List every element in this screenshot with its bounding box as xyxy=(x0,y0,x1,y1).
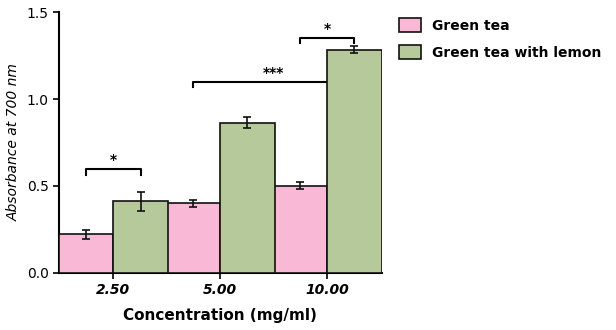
Text: ***: *** xyxy=(263,66,285,80)
Text: *: * xyxy=(110,153,117,167)
Legend: Green tea, Green tea with lemon: Green tea, Green tea with lemon xyxy=(395,14,606,64)
Bar xyxy=(220,122,275,273)
Bar xyxy=(327,50,381,273)
Bar xyxy=(113,201,168,273)
Bar xyxy=(166,203,220,273)
Bar xyxy=(59,234,113,273)
Bar xyxy=(273,186,327,273)
Text: *: * xyxy=(323,21,331,36)
X-axis label: Concentration (mg/ml): Concentration (mg/ml) xyxy=(123,308,317,323)
Y-axis label: Absorbance at 700 nm: Absorbance at 700 nm xyxy=(7,64,21,221)
